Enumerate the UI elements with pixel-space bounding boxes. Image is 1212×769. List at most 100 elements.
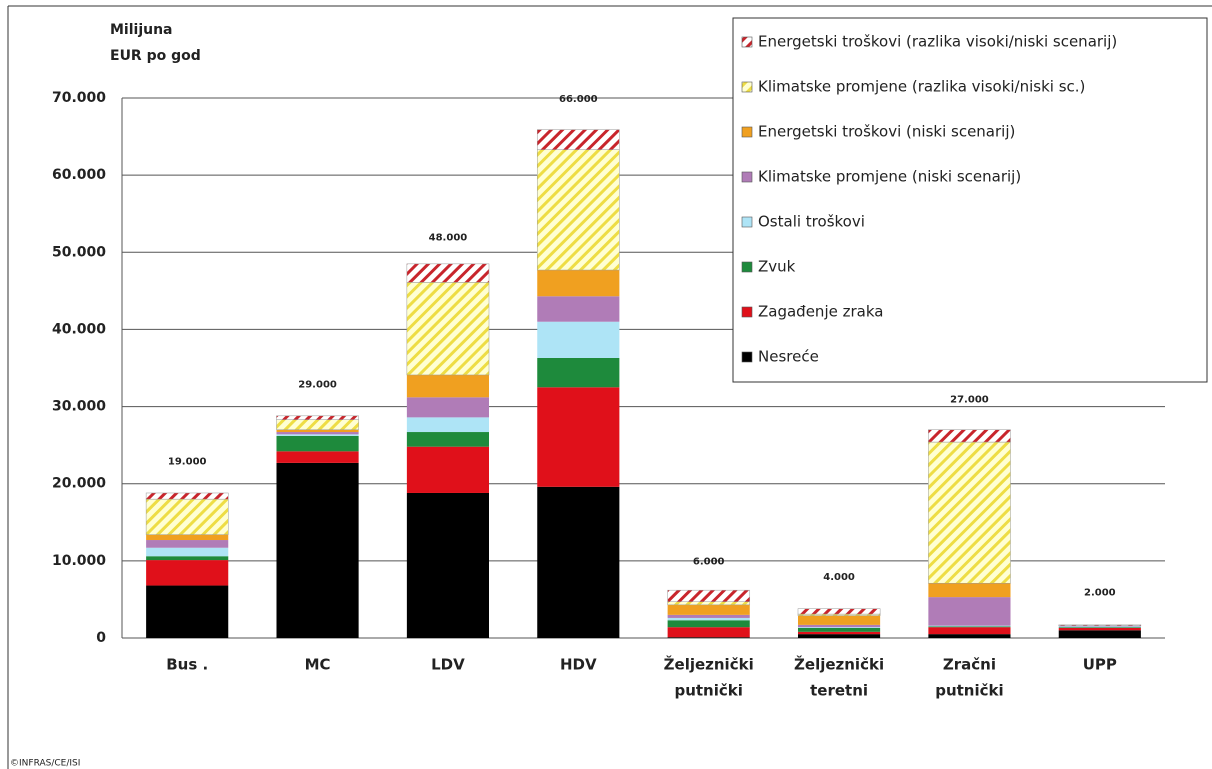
bar-segment xyxy=(536,149,620,271)
bar-segment xyxy=(406,446,490,493)
total-label: 29.000 xyxy=(298,379,337,390)
bar-segment xyxy=(1058,625,1141,627)
bar-segment xyxy=(1058,627,1141,631)
total-label: 48.000 xyxy=(429,233,468,244)
bar-segment xyxy=(146,540,229,548)
bar-segment xyxy=(797,615,881,625)
legend-label: Energetski troškovi (razlika visoki/nisk… xyxy=(758,33,1117,51)
bar-segment xyxy=(928,583,1011,598)
bar-segment xyxy=(145,498,229,535)
legend-label: Energetski troškovi (niski scenarij) xyxy=(758,123,1015,141)
bar-segment xyxy=(667,620,750,628)
total-label: 6.000 xyxy=(693,557,725,568)
legend-label: Klimatske promjene (razlika visoki/niski… xyxy=(758,78,1085,96)
x-tick-label: Bus . xyxy=(166,656,208,674)
bar-segment xyxy=(928,626,1011,628)
x-tick-label: LDV xyxy=(431,656,465,674)
legend: Nesreće Zagađenje zraka Zvuk Ostali troškov… xyxy=(732,17,1208,383)
x-tick-label: Željeznički xyxy=(664,655,754,674)
legend-label: Klimatske promjene (niski scenarij) xyxy=(758,168,1021,186)
total-label: 4.000 xyxy=(823,572,855,583)
bar-segment xyxy=(276,435,359,452)
legend-label: Zagađenje zraka xyxy=(758,303,883,321)
source: ©INFRAS/CE/ISI xyxy=(10,759,80,769)
bar-segment xyxy=(406,432,490,447)
y-tick-label: 70.000 xyxy=(52,90,106,106)
bar-segment xyxy=(928,625,1011,627)
bar-segment xyxy=(667,617,750,621)
y-tick-label: 20.000 xyxy=(52,476,106,492)
bar-segment xyxy=(406,397,490,418)
bar-segment xyxy=(797,624,881,628)
y-label: Milijuna xyxy=(110,22,173,38)
bar-segment xyxy=(276,419,359,430)
bar-segment xyxy=(146,547,229,557)
legend-swatch xyxy=(741,81,753,93)
bar-segment xyxy=(146,556,229,561)
legend-box xyxy=(732,17,1208,383)
legend-label: Ostali troškovi xyxy=(758,213,865,231)
bar-segment xyxy=(928,441,1011,584)
bar-segment xyxy=(667,601,751,606)
y-tick-label: 60.000 xyxy=(52,167,106,183)
legend-label: Nesreće xyxy=(758,348,819,366)
bar-segment xyxy=(406,417,490,433)
total-label: 19.000 xyxy=(168,456,207,467)
bar-segment xyxy=(928,627,1011,635)
legend-swatch xyxy=(741,351,753,363)
bar-segment xyxy=(797,627,881,632)
bar-segment xyxy=(276,415,359,420)
x-tick-label: Željeznički xyxy=(794,655,884,674)
bar-segment xyxy=(797,634,881,638)
bar-segment xyxy=(928,429,1011,443)
bar-segment xyxy=(797,631,881,635)
x-tick-label: teretni xyxy=(810,682,868,700)
x-tick-label: HDV xyxy=(560,656,597,674)
legend-swatch xyxy=(741,216,753,228)
bar-segment xyxy=(1058,627,1141,628)
bar-segment xyxy=(145,492,229,500)
bar-segment xyxy=(146,534,229,541)
bar-segment xyxy=(537,296,620,322)
x-tick-label: UPP xyxy=(1083,656,1117,674)
bar-segment xyxy=(406,282,490,376)
bar-segment xyxy=(146,585,229,638)
bar-segment xyxy=(667,637,750,638)
bar-segment xyxy=(667,614,750,618)
bar-segment xyxy=(928,597,1011,626)
bar-segment xyxy=(406,263,490,283)
legend-swatch xyxy=(741,126,753,138)
legend-label: Zvuk xyxy=(758,258,796,276)
legend-swatch xyxy=(741,36,753,48)
total-label: 66.000 xyxy=(559,94,598,105)
x-tick-label: putnički xyxy=(935,682,1003,700)
bar-segment xyxy=(276,432,359,435)
x-tick-label: MC xyxy=(305,656,331,674)
bar-segment xyxy=(928,634,1011,638)
y-tick-label: 10.000 xyxy=(52,553,106,569)
bar-segment xyxy=(797,627,881,628)
x-tick-label: Zračni xyxy=(943,656,996,674)
y-label: EUR po god xyxy=(110,48,201,64)
bar-segment xyxy=(406,492,490,638)
bar-segment xyxy=(667,604,750,615)
bar-segment xyxy=(667,589,751,602)
bar-segment xyxy=(797,608,881,615)
bar-segment xyxy=(536,129,620,150)
bar-segment xyxy=(1058,624,1142,626)
bar-segment xyxy=(276,434,359,436)
y-tick-label: 30.000 xyxy=(52,399,106,415)
bar-segment xyxy=(146,560,229,586)
y-tick-label: 40.000 xyxy=(52,321,106,337)
legend-swatch xyxy=(741,171,753,183)
bar-segment xyxy=(537,270,620,297)
bar-segment xyxy=(667,627,750,638)
bar-segment xyxy=(276,462,359,638)
bar-segment xyxy=(276,429,359,433)
total-label: 27.000 xyxy=(950,395,989,406)
x-tick-label: putnički xyxy=(674,682,742,700)
legend-swatch xyxy=(741,306,753,318)
y-tick-label: 0 xyxy=(96,630,106,646)
legend-swatch xyxy=(741,261,753,273)
